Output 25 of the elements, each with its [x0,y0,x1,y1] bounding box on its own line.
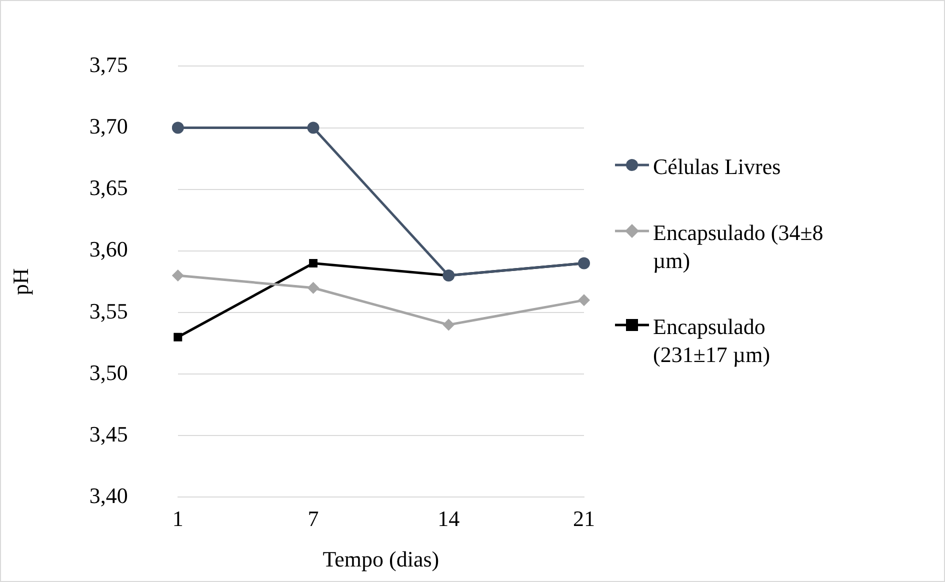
point [172,122,184,134]
y-tick-label: 3,60 [89,236,128,262]
x-tick-label: 7 [308,506,319,532]
x-tick-label: 21 [573,506,595,532]
point [172,270,184,282]
y-tick-label: 3,75 [89,52,128,77]
y-tick-label: 3,65 [89,175,128,200]
y-tick-label: 3,55 [89,298,128,324]
point [309,258,318,268]
x-axis-title: Tempo (dias) [322,546,440,572]
y-tick-label: 3,70 [89,114,128,139]
point [307,122,320,134]
x-tick-label: 1 [172,506,184,532]
point [578,294,590,306]
y-axis-title: pH [8,268,33,296]
y-tick-label: 3,40 [89,482,128,508]
point [174,332,182,342]
y-tick-label: 3,45 [89,421,128,446]
x-tick-label: 14 [438,506,460,532]
y-tick-label: 3,50 [89,360,128,385]
legend-label: Células Livres [653,153,782,181]
point [307,282,320,294]
legend-label: Encapsulado (34±8 µm) [653,219,824,275]
point [442,318,455,331]
legend-label: Encapsulado (231±17 µm) [653,313,772,369]
